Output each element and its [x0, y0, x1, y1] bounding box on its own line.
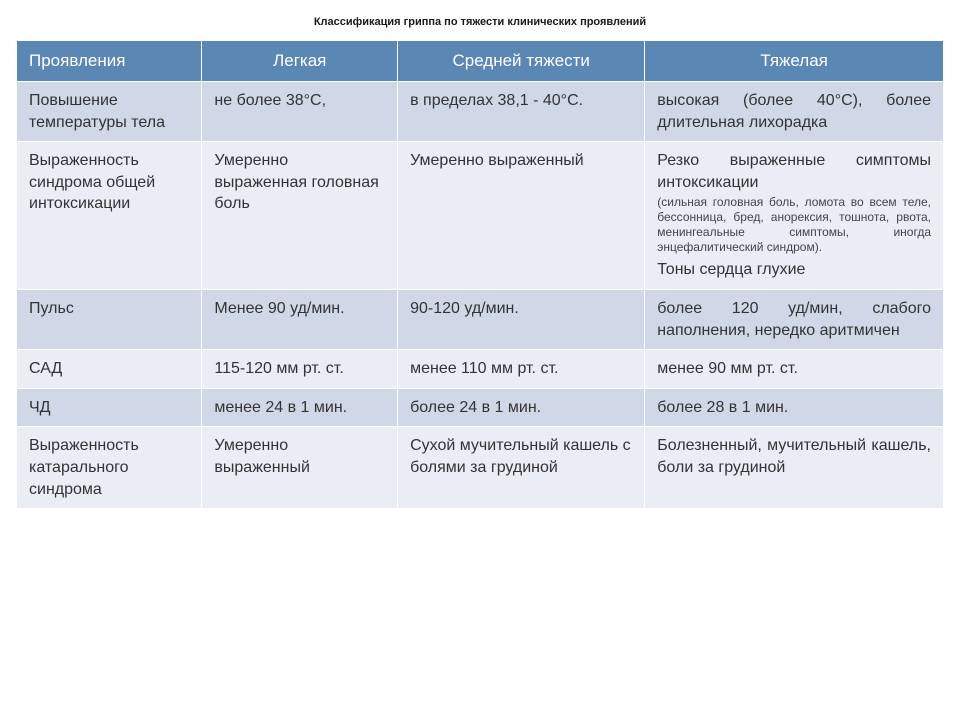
table-cell: 115-120 мм рт. ст. [202, 350, 398, 389]
table-cell: не более 38°С, [202, 82, 398, 142]
table-cell: в пределах 38,1 - 40°С. [398, 82, 645, 142]
table-cell: Болезненный, мучительный кашель, боли за… [645, 427, 944, 509]
table-cell: САД [17, 350, 202, 389]
table-cell: Выраженность катарального синдрома [17, 427, 202, 509]
cell-after-note: Тоны сердца глухие [657, 259, 931, 281]
cell-main-text: Резко выраженные симптомы интоксикации [657, 152, 931, 191]
table-cell: Выраженность синдрома общей интоксикации [17, 142, 202, 290]
table-row: Повышение температуры телане более 38°С,… [17, 82, 944, 142]
column-header: Легкая [202, 41, 398, 82]
table-cell: менее 24 в 1 мин. [202, 388, 398, 427]
table-cell: Сухой мучительный кашель с болями за гру… [398, 427, 645, 509]
table-cell: ЧД [17, 388, 202, 427]
table-cell: более 24 в 1 мин. [398, 388, 645, 427]
table-cell: Умеренно выраженная головная боль [202, 142, 398, 290]
table-row: Выраженность катарального синдромаУмерен… [17, 427, 944, 509]
page-container: Классификация гриппа по тяжести клиничес… [0, 0, 960, 509]
table-cell: 90-120 уд/мин. [398, 289, 645, 349]
column-header: Тяжелая [645, 41, 944, 82]
table-cell: Пульс [17, 289, 202, 349]
table-row: Выраженность синдрома общей интоксикации… [17, 142, 944, 290]
column-header: Средней тяжести [398, 41, 645, 82]
table-cell: Повышение температуры тела [17, 82, 202, 142]
classification-table: ПроявленияЛегкаяСредней тяжестиТяжелая П… [16, 40, 944, 509]
table-cell: менее 110 мм рт. ст. [398, 350, 645, 389]
table-cell: высокая (более 40°С), более длительная л… [645, 82, 944, 142]
cell-note: (сильная головная боль, ломота во всем т… [657, 195, 931, 255]
table-cell: Менее 90 уд/мин. [202, 289, 398, 349]
table-cell: Умеренно выраженный [398, 142, 645, 290]
table-cell: более 120 уд/мин, слабого наполнения, не… [645, 289, 944, 349]
column-header: Проявления [17, 41, 202, 82]
table-cell: Умеренно выраженный [202, 427, 398, 509]
table-row: ПульсМенее 90 уд/мин.90-120 уд/мин.более… [17, 289, 944, 349]
table-cell: Резко выраженные симптомы интоксикации (с… [645, 142, 944, 290]
table-row: ЧДменее 24 в 1 мин.более 24 в 1 мин.боле… [17, 388, 944, 427]
table-header-row: ПроявленияЛегкаяСредней тяжестиТяжелая [17, 41, 944, 82]
table-row: САД115-120 мм рт. ст.менее 110 мм рт. ст… [17, 350, 944, 389]
table-cell: более 28 в 1 мин. [645, 388, 944, 427]
page-title: Классификация гриппа по тяжести клиничес… [16, 16, 944, 28]
table-cell: менее 90 мм рт. ст. [645, 350, 944, 389]
